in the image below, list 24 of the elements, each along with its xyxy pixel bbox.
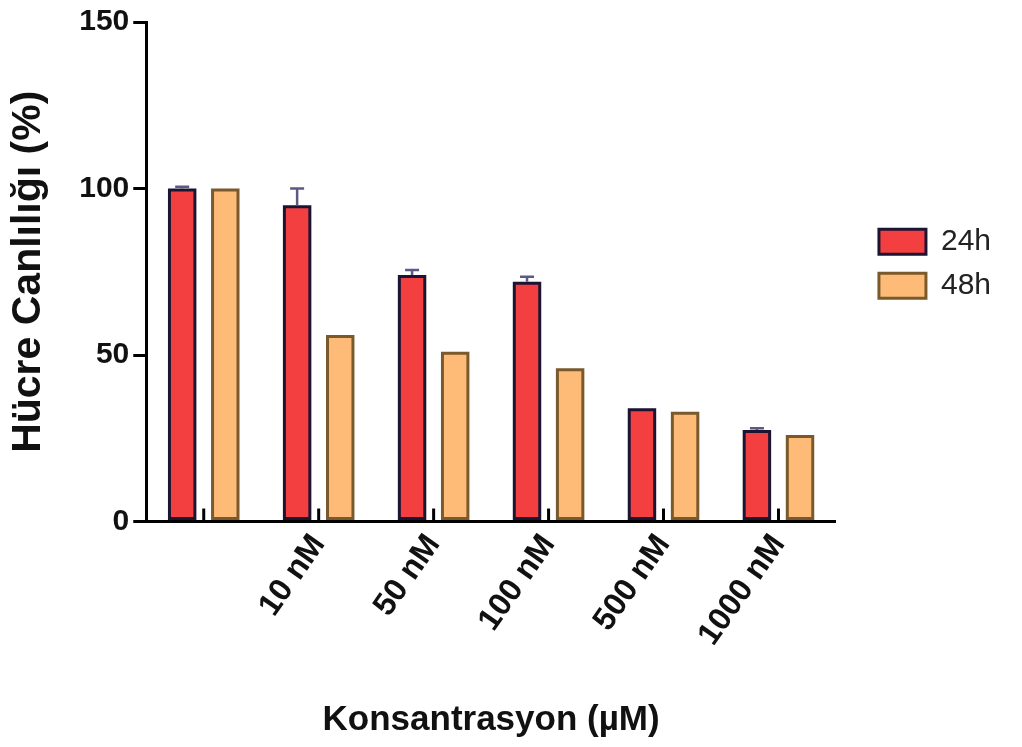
x-tick-label: 100 nM <box>469 526 562 637</box>
bar <box>627 408 657 521</box>
bar <box>670 411 700 521</box>
legend-label: 24h <box>940 223 992 257</box>
bar <box>512 281 542 521</box>
y-tick-label: 150 <box>79 3 130 37</box>
bar <box>326 335 355 521</box>
y-tick-label: 0 <box>112 502 130 536</box>
bar <box>211 188 240 521</box>
bar <box>742 429 772 521</box>
x-tick-label: 10 nM <box>250 526 332 622</box>
bar <box>555 368 585 521</box>
bar <box>440 351 470 521</box>
x-tick-label: 500 nM <box>584 526 677 637</box>
y-axis-title: Hücre Canlılığı (%) <box>2 90 49 453</box>
bar <box>282 205 312 521</box>
x-axis-title: Konsantrasyon (µM) <box>322 697 660 737</box>
bar <box>397 275 427 521</box>
x-tick-label: 50 nM <box>365 526 447 622</box>
y-tick-label: 100 <box>79 169 130 203</box>
legend-label: 48h <box>940 267 992 301</box>
y-tick-label: 50 <box>95 336 130 370</box>
bar <box>785 434 815 521</box>
bar <box>167 188 197 521</box>
